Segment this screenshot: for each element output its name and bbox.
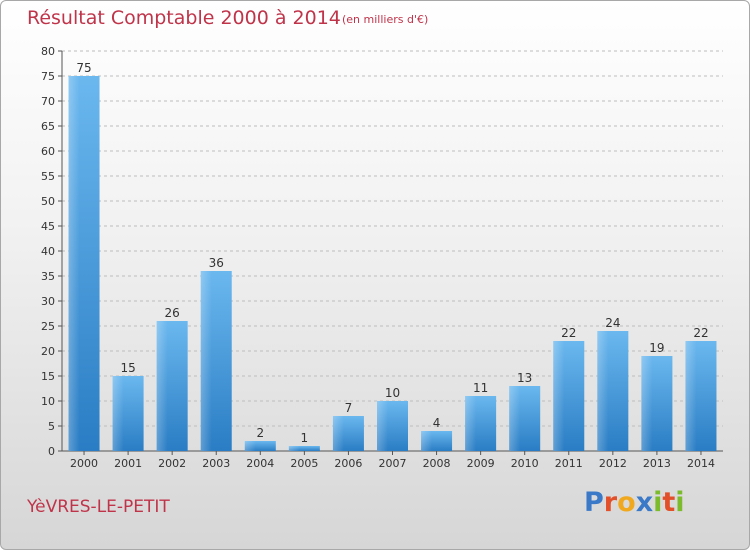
y-tick-label: 5 (48, 420, 55, 433)
y-tick-label: 25 (41, 320, 55, 333)
x-tick-label-2002: 2002 (158, 457, 186, 470)
value-label-2010: 13 (517, 371, 532, 385)
value-label-2013: 19 (649, 341, 664, 355)
y-tick-label: 20 (41, 345, 55, 358)
value-label-2012: 24 (605, 316, 620, 330)
y-tick-label: 55 (41, 170, 55, 183)
y-tick-label: 30 (41, 295, 55, 308)
bar-highlight (597, 331, 609, 451)
bar-highlight (112, 376, 124, 451)
bar-highlight (332, 416, 344, 451)
x-tick-label-2013: 2013 (643, 457, 671, 470)
bar-highlight (288, 446, 300, 451)
bar-highlight (244, 441, 256, 451)
logo-letter: o (617, 487, 636, 518)
logo-letter: t (662, 487, 676, 518)
proxiti-logo: Proxiti (584, 487, 685, 518)
y-tick-label: 70 (41, 95, 55, 108)
bar-highlight (377, 401, 388, 451)
value-label-2009: 11 (473, 381, 488, 395)
value-label-2006: 7 (345, 401, 353, 415)
value-label-2005: 1 (301, 431, 309, 445)
bar-highlight (685, 341, 697, 451)
x-tick-label-2010: 2010 (511, 457, 539, 470)
x-tick-label-2008: 2008 (423, 457, 451, 470)
x-tick-label-2011: 2011 (555, 457, 583, 470)
bar-highlight (68, 76, 80, 451)
logo-letter: i (675, 487, 685, 518)
x-tick-label-2005: 2005 (290, 457, 318, 470)
x-tick-label-2004: 2004 (246, 457, 274, 470)
value-label-2001: 15 (120, 361, 135, 375)
x-tick-label-2006: 2006 (334, 457, 362, 470)
value-label-2002: 26 (165, 306, 180, 320)
chart-subtitle: (en milliers d'€) (342, 13, 429, 26)
x-tick-label-2003: 2003 (202, 457, 230, 470)
value-label-2008: 4 (433, 416, 441, 430)
y-tick-label: 35 (41, 270, 55, 283)
y-tick-label: 15 (41, 370, 55, 383)
y-tick-label: 40 (41, 245, 55, 258)
x-tick-label-2001: 2001 (114, 457, 142, 470)
y-tick-label: 10 (41, 395, 55, 408)
bar-2005 (288, 446, 320, 451)
bar-2004 (244, 441, 276, 451)
y-tick-label: 80 (41, 45, 55, 58)
bar-highlight (465, 396, 476, 451)
value-label-2000: 75 (76, 61, 91, 75)
logo-letter: r (603, 487, 618, 518)
bar-highlight (421, 431, 432, 451)
value-label-2014: 22 (693, 326, 708, 340)
logo-letter: x (635, 487, 654, 518)
bar-highlight (509, 386, 521, 451)
commune-name: YèVRES-LE-PETIT (27, 497, 170, 517)
logo-letter: i (653, 487, 663, 518)
x-tick-label-2014: 2014 (687, 457, 715, 470)
y-tick-label: 75 (41, 70, 55, 83)
chart-title: Résultat Comptable 2000 à 2014 (27, 7, 341, 29)
x-tick-label-2009: 2009 (467, 457, 495, 470)
value-label-2004: 2 (256, 426, 264, 440)
y-tick-label: 45 (41, 220, 55, 233)
x-tick-label-2007: 2007 (379, 457, 407, 470)
value-label-2007: 10 (385, 386, 400, 400)
y-tick-label: 60 (41, 145, 55, 158)
value-label-2011: 22 (561, 326, 576, 340)
bar-highlight (200, 271, 212, 451)
logo-letter: P (584, 487, 604, 518)
y-tick-label: 0 (48, 445, 55, 458)
y-tick-label: 65 (41, 120, 55, 133)
x-tick-label-2000: 2000 (70, 457, 98, 470)
bar-highlight (553, 341, 565, 451)
bar-highlight (641, 356, 653, 451)
y-tick-label: 50 (41, 195, 55, 208)
x-tick-label-2012: 2012 (599, 457, 627, 470)
value-label-2003: 36 (209, 256, 224, 270)
bar-highlight (156, 321, 168, 451)
